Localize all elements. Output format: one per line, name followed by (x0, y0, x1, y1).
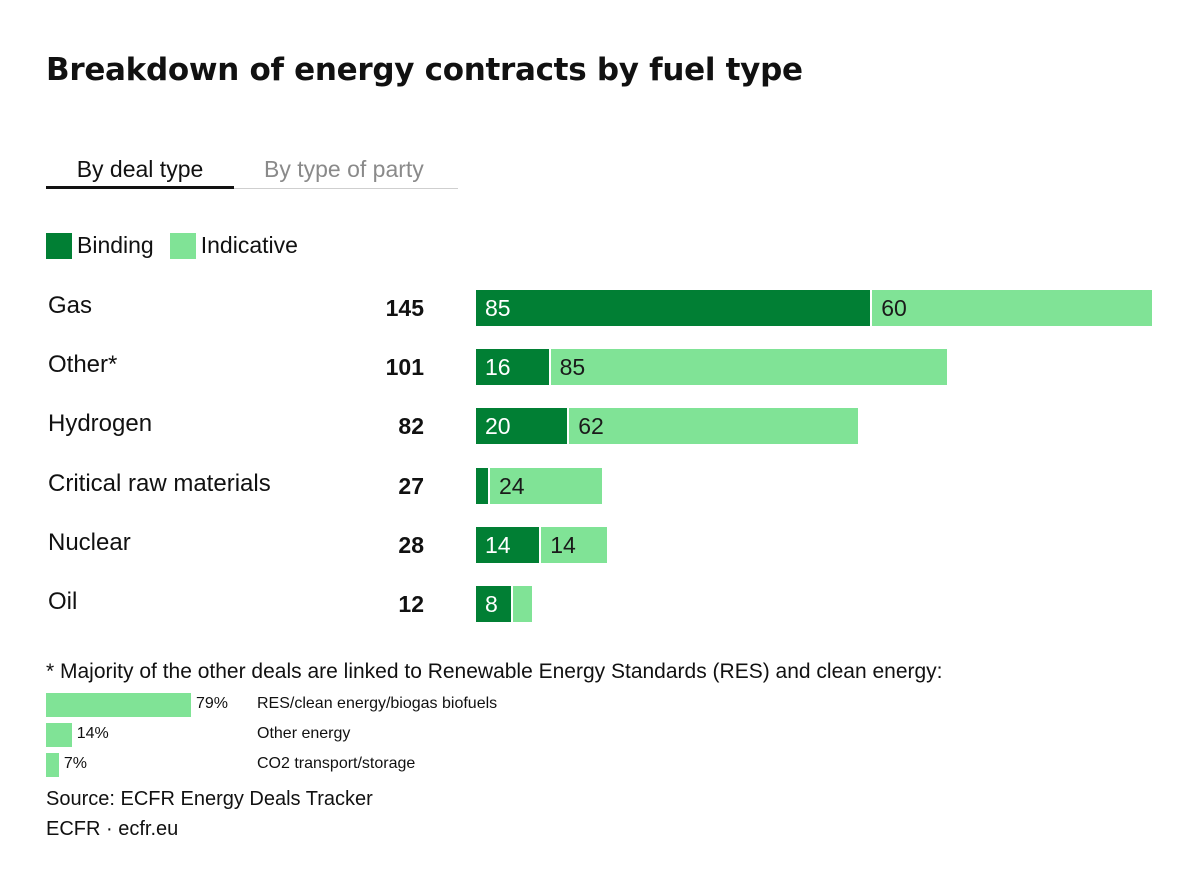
tab-by-deal-type[interactable]: By deal type (46, 156, 234, 189)
bar-segment-label: 62 (578, 413, 604, 439)
bar-segment-binding (476, 468, 488, 504)
footnote-label: CO2 transport/storage (257, 755, 416, 772)
bar-segment-label: 14 (485, 532, 511, 558)
footnote-label: Other energy (257, 725, 351, 742)
category-label: Critical raw materials (48, 470, 271, 497)
bar-segment-label: 24 (498, 473, 525, 499)
bar-segment-label: 85 (559, 354, 586, 380)
credit-text: ECFR · ecfr.eu (46, 818, 179, 840)
footnote-text: * Majority of the other deals are linked… (46, 660, 943, 683)
footnote-percent: 14% (76, 725, 109, 742)
source-text: Source: ECFR Energy Deals Tracker (46, 788, 373, 810)
bar-segment-indicative (489, 468, 602, 504)
category-label: Other* (48, 351, 118, 378)
bar-segment-indicative (541, 527, 607, 563)
footnote-percent: 79% (196, 695, 229, 712)
view-tabs: By deal type By type of party (46, 152, 458, 189)
bar-segment-label: 16 (485, 354, 511, 380)
legend-swatch-binding (46, 232, 72, 259)
legend-label-indicative: Indicative (200, 232, 298, 258)
bar-segment-binding (476, 349, 549, 385)
footnote-label: RES/clean energy/biogas biofuels (257, 695, 498, 712)
bar-segment-label: 8 (485, 591, 498, 617)
category-label: Gas (48, 292, 93, 319)
bar-segment-binding (476, 527, 540, 563)
category-label: Nuclear (48, 529, 131, 556)
category-label: Hydrogen (48, 410, 153, 437)
bar-segment-indicative (569, 408, 859, 444)
total-value: 27 (398, 473, 424, 499)
tab-by-type-of-party[interactable]: By type of party (264, 156, 424, 182)
footnote-bar (46, 693, 191, 717)
bar-segment-indicative (513, 586, 532, 622)
category-label: Oil (48, 588, 78, 615)
legend-label-binding: Binding (77, 232, 154, 258)
footnote-bar (46, 753, 59, 777)
bar-segment-label: 85 (485, 295, 511, 321)
total-value: 12 (398, 591, 424, 617)
bar-segment-indicative (550, 349, 947, 385)
footnote-percent: 7% (63, 755, 87, 772)
bar-segment-binding (476, 290, 871, 326)
chart-legend: Binding Indicative (46, 232, 314, 259)
legend-swatch-indicative (169, 232, 196, 259)
legend-item-binding: Binding (46, 232, 154, 259)
bar-segment-binding (476, 586, 512, 622)
total-value: 101 (385, 354, 424, 380)
bar-segment-binding (476, 408, 568, 444)
total-value: 28 (398, 532, 424, 558)
bar-segment-indicative (872, 290, 1152, 326)
total-value: 145 (385, 295, 424, 321)
total-value: 82 (398, 413, 424, 439)
bar-segment-label: 60 (881, 295, 907, 321)
chart-title: Breakdown of energy contracts by fuel ty… (46, 52, 803, 88)
legend-item-indicative: Indicative (169, 232, 298, 259)
bar-segment-label: 20 (485, 413, 511, 439)
footnote-bar (46, 723, 72, 747)
bar-segment-label: 14 (550, 532, 576, 558)
